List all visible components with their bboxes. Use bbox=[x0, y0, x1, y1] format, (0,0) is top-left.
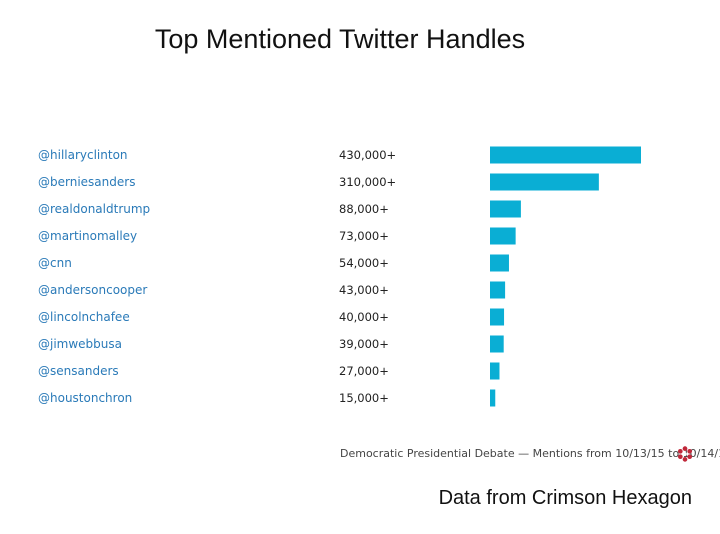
handle-label: @sensanders bbox=[38, 364, 119, 378]
mention-count-label: 54,000+ bbox=[339, 256, 389, 270]
mention-count-label: 310,000+ bbox=[339, 175, 396, 189]
bar bbox=[490, 281, 506, 299]
bar bbox=[490, 173, 599, 191]
mention-count-label: 39,000+ bbox=[339, 337, 389, 351]
chart-footnote: Democratic Presidential Debate — Mention… bbox=[340, 447, 720, 460]
handle-label: @martinomalley bbox=[38, 229, 137, 243]
data-source-caption: Data from Crimson Hexagon bbox=[438, 487, 692, 509]
chart-title: Top Mentioned Twitter Handles bbox=[154, 24, 526, 54]
bar bbox=[490, 200, 521, 218]
handle-label: @andersoncooper bbox=[38, 283, 147, 297]
mention-count-label: 43,000+ bbox=[339, 283, 389, 297]
handle-label: @cnn bbox=[38, 256, 72, 270]
handle-label: @realdonaldtrump bbox=[38, 202, 150, 216]
bar bbox=[490, 146, 641, 164]
bar-chart: @hillaryclinton 430,000+ @berniesanders 310… bbox=[38, 146, 641, 407]
mention-count-label: 15,000+ bbox=[339, 391, 389, 405]
handle-label: @hillaryclinton bbox=[38, 148, 128, 162]
bar bbox=[490, 254, 509, 272]
mention-count-label: 40,000+ bbox=[339, 310, 389, 324]
mention-count-label: 27,000+ bbox=[339, 364, 389, 378]
handle-label: @jimwebbusa bbox=[38, 337, 122, 351]
mention-count-label: 73,000+ bbox=[339, 229, 389, 243]
bar bbox=[490, 308, 505, 326]
handle-label: @lincolnchafee bbox=[38, 310, 130, 324]
crimson-hexagon-logo-icon bbox=[677, 446, 693, 462]
bar bbox=[490, 389, 496, 407]
mention-count-label: 88,000+ bbox=[339, 202, 389, 216]
mention-count-label: 430,000+ bbox=[339, 148, 396, 162]
bar bbox=[490, 362, 500, 380]
bar bbox=[490, 227, 516, 245]
handle-label: @berniesanders bbox=[38, 175, 135, 189]
bar bbox=[490, 335, 504, 353]
handle-label: @houstonchron bbox=[38, 391, 132, 405]
